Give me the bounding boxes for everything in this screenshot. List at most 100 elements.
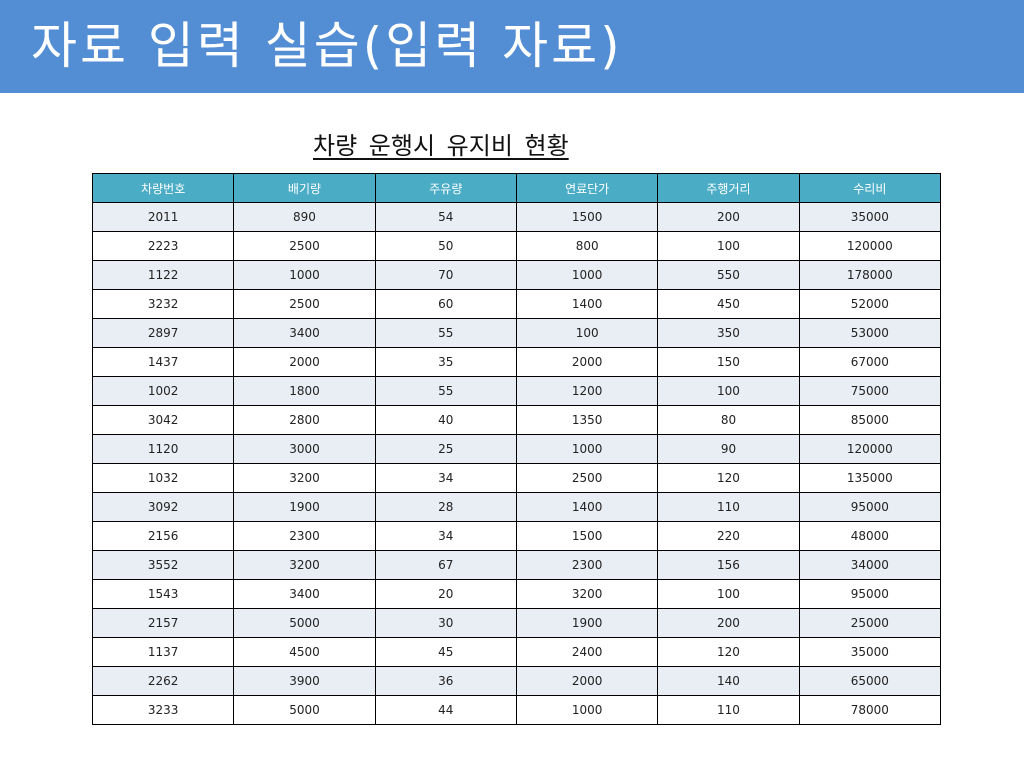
cell-fuel-unit-price: 1200 [515, 376, 659, 406]
cell-fuel-unit-price: 2000 [515, 666, 659, 696]
cell-fuel-amount: 28 [374, 492, 517, 522]
cell-vehicle-number: 1543 [91, 579, 235, 609]
cell-fuel-unit-price: 1900 [515, 608, 659, 638]
cell-repair-cost: 34000 [798, 550, 942, 580]
table-body: 2011 890 54 1500 200 35000 2223 2500 50 800 100 120… [91, 202, 942, 725]
cell-fuel-unit-price: 1350 [515, 405, 659, 435]
cell-fuel-unit-price: 2500 [515, 463, 659, 493]
cell-displacement: 2800 [233, 405, 376, 435]
header-repair-cost: 수리비 [798, 173, 942, 203]
table-header-row: 차량번호 배기량 주유량 연료단가 주행거리 수리비 [91, 173, 942, 203]
cell-displacement: 3400 [233, 579, 376, 609]
cell-displacement: 2000 [233, 347, 376, 377]
table-row: 2156 2300 34 1500 220 48000 [91, 521, 942, 551]
cell-mileage: 140 [657, 666, 800, 696]
cell-repair-cost: 35000 [798, 637, 942, 667]
cell-fuel-unit-price: 2400 [515, 637, 659, 667]
cell-repair-cost: 135000 [798, 463, 942, 493]
cell-displacement: 5000 [233, 608, 376, 638]
cell-fuel-unit-price: 1000 [515, 434, 659, 464]
cell-fuel-amount: 40 [374, 405, 517, 435]
cell-repair-cost: 25000 [798, 608, 942, 638]
cell-fuel-amount: 55 [374, 376, 517, 406]
cell-vehicle-number: 1437 [91, 347, 235, 377]
cell-fuel-amount: 25 [374, 434, 517, 464]
cell-vehicle-number: 1002 [91, 376, 235, 406]
table-row: 1137 4500 45 2400 120 35000 [91, 637, 942, 667]
maintenance-cost-table: 차량번호 배기량 주유량 연료단가 주행거리 수리비 2011 890 54 1500… [91, 173, 942, 725]
cell-fuel-amount: 34 [374, 463, 517, 493]
cell-fuel-unit-price: 800 [515, 231, 659, 261]
cell-mileage: 350 [657, 318, 800, 348]
cell-repair-cost: 120000 [798, 434, 942, 464]
cell-repair-cost: 65000 [798, 666, 942, 696]
cell-fuel-amount: 30 [374, 608, 517, 638]
cell-repair-cost: 85000 [798, 405, 942, 435]
header-mileage: 주행거리 [657, 173, 800, 203]
table-row: 2262 3900 36 2000 140 65000 [91, 666, 942, 696]
cell-mileage: 110 [657, 695, 800, 725]
cell-fuel-unit-price: 1000 [515, 695, 659, 725]
cell-mileage: 150 [657, 347, 800, 377]
cell-fuel-amount: 54 [374, 202, 517, 232]
cell-vehicle-number: 2011 [91, 202, 235, 232]
cell-displacement: 1900 [233, 492, 376, 522]
cell-fuel-amount: 70 [374, 260, 517, 290]
cell-fuel-unit-price: 1400 [515, 492, 659, 522]
cell-fuel-amount: 20 [374, 579, 517, 609]
cell-repair-cost: 75000 [798, 376, 942, 406]
cell-vehicle-number: 1120 [91, 434, 235, 464]
header-vehicle-number: 차량번호 [91, 173, 235, 203]
cell-vehicle-number: 2157 [91, 608, 235, 638]
cell-vehicle-number: 2262 [91, 666, 235, 696]
cell-fuel-unit-price: 1000 [515, 260, 659, 290]
cell-displacement: 890 [233, 202, 376, 232]
table-title: 차량 운행시 유지비 현황 [313, 132, 569, 160]
cell-displacement: 2300 [233, 521, 376, 551]
cell-displacement: 3400 [233, 318, 376, 348]
table-row: 3232 2500 60 1400 450 52000 [91, 289, 942, 319]
slide-title: 자료 입력 실습(입력 자료) [31, 17, 623, 75]
cell-vehicle-number: 2897 [91, 318, 235, 348]
cell-fuel-amount: 45 [374, 637, 517, 667]
table-row: 3552 3200 67 2300 156 34000 [91, 550, 942, 580]
cell-vehicle-number: 2223 [91, 231, 235, 261]
cell-vehicle-number: 3092 [91, 492, 235, 522]
cell-fuel-unit-price: 1500 [515, 202, 659, 232]
slide-title-bar: 자료 입력 실습(입력 자료) [0, 0, 1024, 93]
cell-fuel-amount: 50 [374, 231, 517, 261]
cell-repair-cost: 52000 [798, 289, 942, 319]
cell-fuel-amount: 60 [374, 289, 517, 319]
cell-fuel-unit-price: 2300 [515, 550, 659, 580]
cell-mileage: 220 [657, 521, 800, 551]
header-fuel-amount: 주유량 [374, 173, 517, 203]
cell-vehicle-number: 2156 [91, 521, 235, 551]
cell-repair-cost: 95000 [798, 579, 942, 609]
cell-repair-cost: 53000 [798, 318, 942, 348]
table-row: 1122 1000 70 1000 550 178000 [91, 260, 942, 290]
cell-displacement: 3900 [233, 666, 376, 696]
table-row: 2011 890 54 1500 200 35000 [91, 202, 942, 232]
table-row: 1543 3400 20 3200 100 95000 [91, 579, 942, 609]
table-row: 1032 3200 34 2500 120 135000 [91, 463, 942, 493]
cell-mileage: 100 [657, 579, 800, 609]
cell-displacement: 3200 [233, 463, 376, 493]
cell-repair-cost: 48000 [798, 521, 942, 551]
cell-repair-cost: 95000 [798, 492, 942, 522]
cell-mileage: 450 [657, 289, 800, 319]
cell-fuel-amount: 67 [374, 550, 517, 580]
table-row: 2157 5000 30 1900 200 25000 [91, 608, 942, 638]
cell-displacement: 5000 [233, 695, 376, 725]
cell-fuel-unit-price: 2000 [515, 347, 659, 377]
cell-displacement: 3000 [233, 434, 376, 464]
cell-repair-cost: 78000 [798, 695, 942, 725]
cell-mileage: 200 [657, 608, 800, 638]
cell-displacement: 2500 [233, 231, 376, 261]
cell-mileage: 100 [657, 376, 800, 406]
cell-repair-cost: 178000 [798, 260, 942, 290]
cell-vehicle-number: 3233 [91, 695, 235, 725]
cell-vehicle-number: 3232 [91, 289, 235, 319]
cell-repair-cost: 35000 [798, 202, 942, 232]
cell-vehicle-number: 1122 [91, 260, 235, 290]
table-row: 2897 3400 55 100 350 53000 [91, 318, 942, 348]
